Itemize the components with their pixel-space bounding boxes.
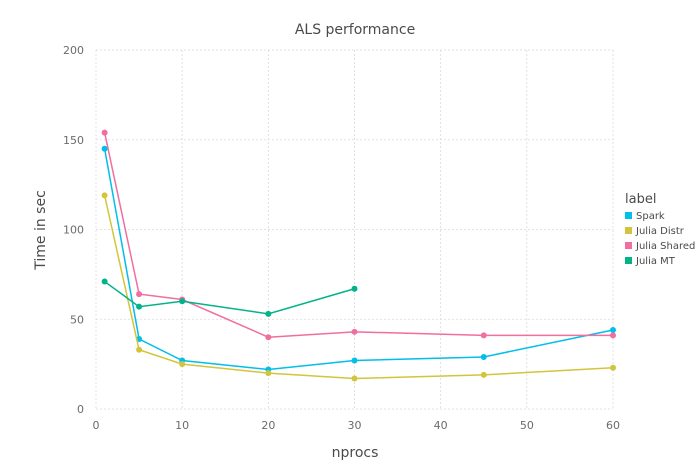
axis-ticks: 0 10 20 30 40 50 60 0 50 100 150 200 [63,44,620,432]
legend-swatch-julia-shared [625,242,632,249]
data-point-spark [351,357,358,364]
data-point-julia-shared [480,332,487,339]
data-point-julia-mt [101,278,108,285]
x-axis-title: nprocs [332,445,379,461]
chart-title: ALS performance [295,22,415,38]
y-tick-label: 0 [77,403,84,416]
x-tick-label: 20 [261,419,275,432]
legend: label Spark Julia Distr Julia Shared Julia … [625,192,695,267]
data-point-spark [610,327,616,334]
legend-title: label [625,192,656,207]
data-point-julia-distr [351,375,358,382]
data-point-julia-distr [101,192,108,199]
series-line-julia-mt [104,280,355,315]
legend-swatch-spark [625,212,632,219]
data-point-spark [480,353,487,360]
y-axis-title: Time in sec [33,190,49,271]
x-tick-label: 40 [434,419,448,432]
data-point-julia-mt [136,303,143,310]
data-point-spark [101,145,108,152]
data-point-julia-distr [265,370,272,377]
y-tick-label: 200 [63,44,84,57]
data-point-julia-shared [351,328,358,335]
data-point-julia-shared [136,291,143,298]
data-point-julia-distr [480,371,487,378]
legend-label-julia-mt: Julia MT [635,256,676,267]
legend-label-julia-distr: Julia Distr [635,226,685,237]
x-tick-label: 30 [348,419,362,432]
series-group [101,129,616,382]
data-point-julia-distr [179,361,186,368]
x-tick-label: 0 [93,419,100,432]
x-tick-label: 60 [606,419,620,432]
series-line-julia-shared [103,132,613,338]
legend-swatch-julia-distr [625,227,632,234]
data-point-julia-mt [265,310,272,317]
legend-swatch-julia-mt [625,257,632,264]
y-tick-label: 50 [70,313,84,326]
data-point-julia-distr [136,346,143,353]
x-tick-label: 10 [175,419,189,432]
legend-label-julia-shared: Julia Shared [635,241,695,252]
data-point-julia-shared [265,334,272,341]
data-point-julia-shared [101,129,108,136]
legend-label-spark: Spark [636,211,665,222]
data-point-julia-distr [610,364,616,371]
data-point-julia-mt [179,298,186,305]
data-point-julia-shared [610,332,616,339]
grid [95,49,614,410]
y-tick-label: 100 [63,224,84,237]
series-line-spark [103,148,614,371]
data-point-julia-mt [351,285,358,292]
x-tick-label: 50 [520,419,534,432]
y-tick-label: 150 [63,134,84,147]
series-line-julia-distr [103,195,614,380]
